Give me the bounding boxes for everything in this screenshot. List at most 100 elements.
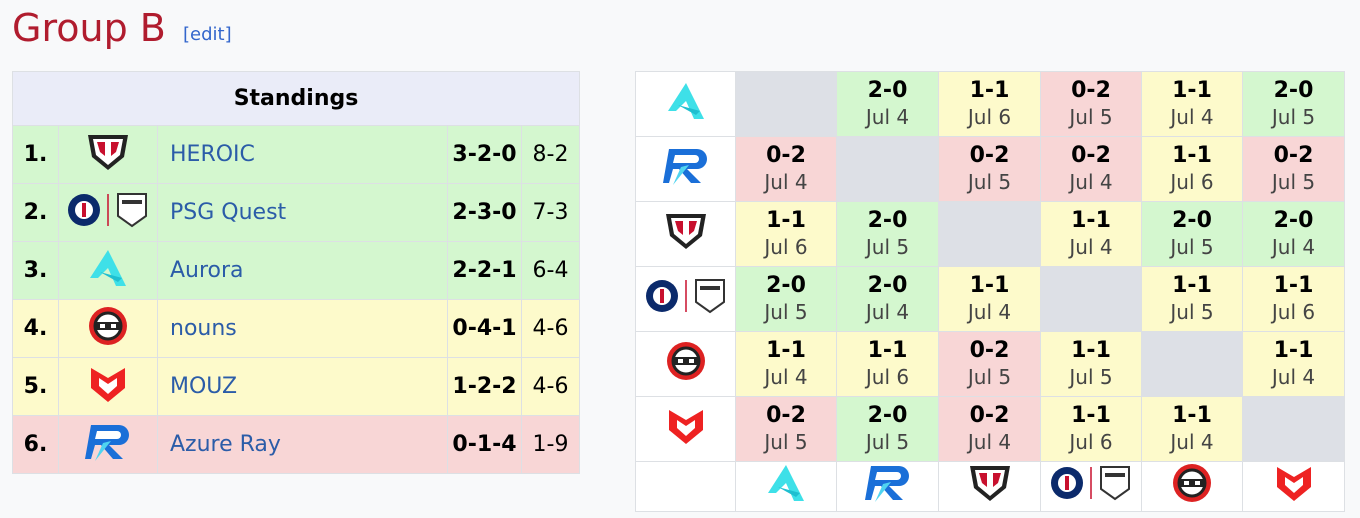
rank: 3.	[12, 241, 59, 300]
team-name[interactable]: Azure Ray	[157, 415, 448, 474]
match-date: Jul 6	[1170, 170, 1214, 194]
logo-shape	[668, 409, 703, 444]
match-cell	[1141, 331, 1243, 397]
match-cell: 0-2 Jul 5	[735, 396, 837, 462]
match-cell: 2-0 Jul 5	[735, 266, 837, 332]
crosstable-row: 1-1 Jul 4 1-1 Jul 6 0-2 Jul 5 1-1 Jul 5 1-1 Jul 4	[635, 331, 1345, 397]
match-score: 1-1	[867, 338, 908, 363]
edit-link[interactable]: [edit]	[183, 24, 232, 45]
match-date: Jul 6	[764, 235, 808, 259]
page-title: Group B	[12, 6, 166, 50]
match-score: 2-0	[1172, 208, 1212, 233]
crosstable-row: 1-1 Jul 6 2-0 Jul 5 1-1 Jul 4 2-0 Jul 5 2-0 Jul 4	[635, 201, 1345, 267]
match-cell: 1-1 Jul 4	[1141, 396, 1243, 462]
match-score: 1-1	[1071, 208, 1111, 233]
header-row: Standings	[11, 71, 581, 126]
logo-shape	[1180, 479, 1204, 487]
team-name[interactable]: MOUZ	[157, 357, 448, 416]
team-logo	[88, 367, 128, 410]
match-score: 1-1	[969, 78, 1010, 103]
match-date: Jul 6	[865, 365, 910, 389]
team-name[interactable]: nouns	[157, 299, 448, 358]
rank: 2.	[12, 183, 59, 242]
logo-shape	[1276, 467, 1311, 501]
logo-shape	[672, 154, 699, 163]
logo-cell	[58, 241, 158, 300]
match-date: Jul 5	[1271, 105, 1316, 129]
team-logo	[661, 148, 711, 192]
match-date: Jul 4	[1069, 170, 1113, 194]
match-cell: 2-0 Jul 5	[1141, 201, 1243, 267]
logo-shape	[68, 192, 147, 227]
logo-shape	[111, 323, 116, 328]
team-logo	[66, 192, 150, 236]
logo-shape	[673, 356, 698, 365]
match-date: Jul 5	[764, 300, 808, 324]
match-cell: 0-2 Jul 5	[938, 136, 1041, 202]
logo-cell	[58, 415, 158, 474]
logo-shape	[97, 141, 119, 156]
match-score: 1-1	[969, 273, 1010, 298]
logo-shape	[1184, 481, 1189, 485]
team-name[interactable]: HEROIC	[157, 125, 448, 184]
logo-shape	[778, 487, 800, 497]
match-date: Jul 6	[1271, 300, 1316, 324]
team-logo	[664, 82, 708, 126]
logo-shape	[874, 482, 891, 502]
match-score: 0-2	[969, 403, 1010, 428]
logo-shape	[672, 164, 689, 185]
logo-shape	[674, 220, 697, 235]
standings-title: Standings	[11, 71, 581, 126]
column-team	[1040, 461, 1142, 512]
logo-shape	[864, 466, 909, 502]
logo-shape	[667, 82, 704, 119]
rank: 6.	[12, 415, 59, 474]
crosstable: 2-0 Jul 4 1-1 Jul 6 0-2 Jul 5 1-1 Jul 4 2-0 Jul 5…	[635, 71, 1345, 512]
match-cell: 1-1 Jul 6	[1242, 266, 1345, 332]
logo-shape	[95, 440, 111, 461]
match-cell: 1-1 Jul 5	[1040, 331, 1142, 397]
crosstable-row: 2-0 Jul 5 2-0 Jul 4 1-1 Jul 4 1-1 Jul 5 1-1 Jul 6	[635, 266, 1345, 332]
match-score: 0-2	[766, 403, 806, 428]
logo-shape	[694, 278, 725, 313]
match-date: Jul 4	[865, 105, 910, 129]
logo-shape	[88, 134, 128, 170]
standings-row: 2. PSG Quest 2-3-0 7-3	[12, 183, 581, 242]
logo-shape	[1173, 464, 1211, 502]
team-name[interactable]: Aurora	[157, 241, 448, 300]
score: 4-6	[520, 357, 581, 416]
team-name[interactable]: PSG Quest	[157, 183, 448, 242]
logo-shape	[768, 465, 804, 501]
logo-shape	[1284, 477, 1303, 493]
match-score: 2-0	[867, 273, 908, 298]
record: 1-2-2	[447, 357, 522, 416]
logo-shape	[667, 82, 704, 119]
column-team	[836, 461, 939, 512]
match-score: 1-1	[1273, 338, 1314, 363]
match-score: 1-1	[1071, 338, 1111, 363]
match-date: Jul 5	[865, 430, 910, 454]
match-cell	[1040, 266, 1142, 332]
match-cell: 0-2 Jul 4	[938, 396, 1041, 462]
match-cell: 0-2 Jul 5	[938, 331, 1041, 397]
record: 0-4-1	[447, 299, 522, 358]
match-score: 1-1	[1071, 403, 1111, 428]
corner-cell	[635, 461, 736, 512]
team-logo	[1171, 464, 1213, 509]
match-cell: 2-0 Jul 4	[1242, 201, 1345, 267]
row-team	[635, 201, 736, 267]
crosstable-row: 2-0 Jul 4 1-1 Jul 6 0-2 Jul 5 1-1 Jul 4 2-0 Jul 5	[635, 71, 1345, 137]
logo-cell	[58, 183, 158, 242]
row-team	[635, 331, 736, 397]
logo-shape	[89, 306, 127, 345]
column-team	[938, 461, 1041, 512]
standings-row: 5. MOUZ 1-2-2 4-6	[12, 357, 581, 416]
match-score: 2-0	[867, 208, 908, 233]
match-score: 0-2	[1071, 78, 1111, 103]
column-team	[735, 461, 837, 512]
match-date: Jul 5	[1069, 365, 1113, 389]
logo-shape	[99, 377, 117, 394]
record: 2-2-1	[447, 241, 522, 300]
